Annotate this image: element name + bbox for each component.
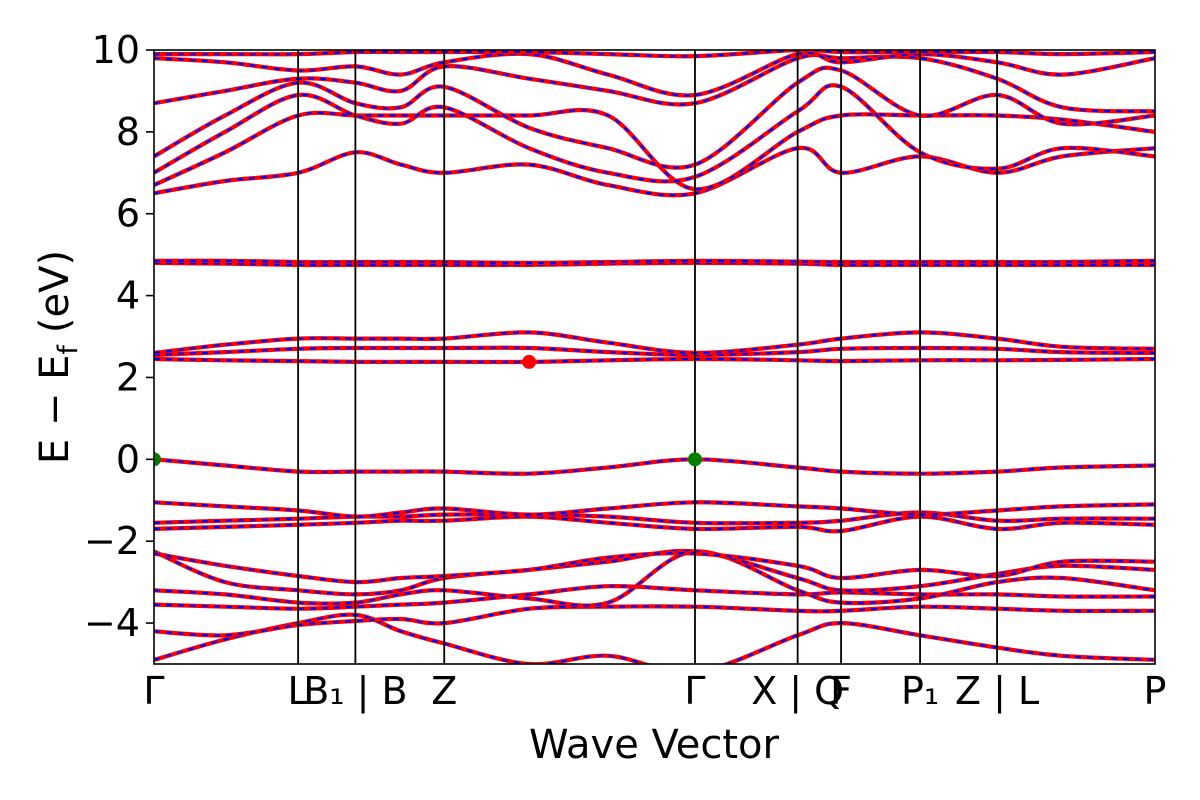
x-tick-label: L <box>288 669 309 713</box>
y-tick-label: 10 <box>92 28 140 72</box>
y-axis-label-subscript: f <box>53 344 84 355</box>
band-15-spin-up <box>154 146 1155 198</box>
band-6-spin-down <box>154 515 1155 533</box>
y-axis-label: E − Ef (eV) <box>32 250 84 464</box>
band-12-spin-down <box>154 331 1155 355</box>
band-5-spin-down <box>154 552 1155 584</box>
band-21-spin-down <box>154 50 1155 58</box>
y-axis-label-main: E − E <box>32 355 78 465</box>
x-tick-label: P₁ <box>901 669 939 713</box>
x-tick-label: X | Q <box>751 669 844 714</box>
band-1-spin-down <box>154 605 1155 637</box>
x-tick-label: Γ <box>143 669 164 713</box>
kpath-lines <box>297 50 998 664</box>
y-tick-label: 6 <box>116 192 140 236</box>
x-tick-label: Z | L <box>955 669 1039 714</box>
bands-layer <box>154 50 1155 664</box>
band-3-spin-down <box>154 550 1155 607</box>
band-10-spin-down <box>154 357 1155 364</box>
band-9-spin-down <box>154 458 1155 475</box>
y-axis: −4 −2 0 2 4 6 8 10 <box>84 28 154 645</box>
cbm-marker <box>522 354 537 369</box>
plot-frame <box>153 49 1156 665</box>
y-tick-label: 0 <box>116 437 140 481</box>
x-tick-label: Z <box>431 669 457 713</box>
band-14-spin-up <box>154 258 1155 266</box>
y-tick-label: 2 <box>116 355 140 399</box>
vbm-marker <box>687 452 702 467</box>
x-axis: Γ LB₁ | B Z Γ X | QF P₁ Z | L P <box>143 669 1166 714</box>
x-axis-label: Wave Vector <box>529 722 780 768</box>
x-tick-label: P <box>1144 669 1167 713</box>
y-axis-label-unit: (eV) <box>32 250 78 333</box>
band-19-spin-down <box>154 53 1155 113</box>
x-tick-label: B₁ | B <box>303 669 407 714</box>
extrema-markers <box>154 354 702 467</box>
band-16-spin-up <box>154 107 1155 192</box>
band-2-spin-down <box>154 585 1155 610</box>
y-tick-label: 8 <box>116 110 140 154</box>
y-tick-label: −2 <box>84 519 140 563</box>
vbm-marker <box>154 452 161 467</box>
y-tick-label: −4 <box>84 601 140 645</box>
band-10-spin-up <box>154 356 1155 365</box>
band-7-spin-down <box>154 511 1155 525</box>
x-tick-label: Γ <box>684 669 705 713</box>
band-11-spin-down <box>154 346 1155 357</box>
band-18-spin-down <box>154 66 1155 169</box>
band-16-spin-down <box>154 108 1155 191</box>
band-13-spin-down <box>154 261 1155 267</box>
band-8-spin-down <box>154 501 1155 518</box>
band-0-spin-down <box>154 613 1155 664</box>
x-tick-label: F <box>830 669 852 713</box>
band-14-spin-down <box>154 259 1155 265</box>
band-21-spin-up <box>154 50 1155 59</box>
band-5-spin-up <box>154 551 1155 585</box>
band-17-spin-down <box>154 84 1155 183</box>
y-tick-label: 4 <box>116 274 140 318</box>
band-20-spin-down <box>154 51 1155 97</box>
